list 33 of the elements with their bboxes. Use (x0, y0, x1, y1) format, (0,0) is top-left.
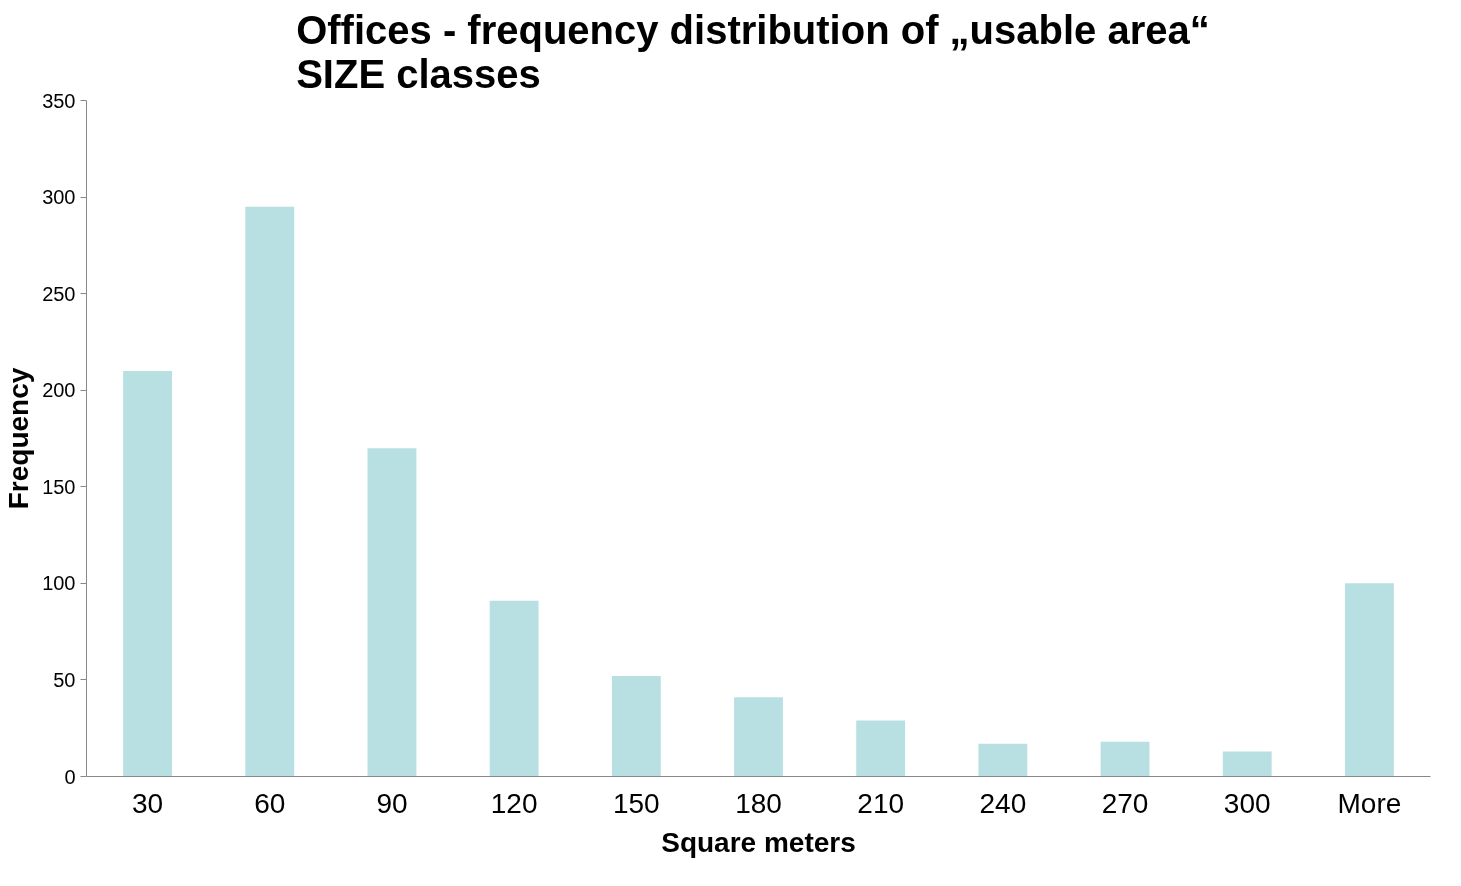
bar (611, 676, 661, 777)
x-tick-label: 90 (376, 787, 408, 819)
x-tick-label: 180 (735, 787, 782, 819)
bar (123, 370, 173, 777)
x-tick-label: More (1337, 787, 1402, 819)
bar (489, 600, 539, 777)
chart-title: Offices - frequency distribution of „usable area“ SIZE classes (296, 7, 1210, 96)
y-tick-label: 100 (42, 572, 76, 595)
y-tick-label: 50 (53, 668, 76, 691)
x-tick-label: 60 (254, 787, 286, 819)
bar (978, 743, 1028, 777)
y-tick-label: 200 (42, 379, 76, 402)
bar (367, 448, 417, 777)
x-tick-label: 210 (857, 787, 905, 819)
bar (856, 720, 906, 777)
bar (1344, 583, 1394, 777)
y-tick-label: 0 (64, 765, 76, 788)
bar (734, 697, 783, 777)
y-tick-label: 250 (42, 282, 76, 305)
bar (245, 206, 295, 777)
x-tick-label: 120 (490, 787, 538, 819)
x-tick-label: 270 (1101, 787, 1149, 819)
x-tick-label: 240 (979, 787, 1027, 819)
x-tick-label: 150 (612, 787, 660, 819)
bar (1100, 741, 1150, 777)
bar (1222, 751, 1272, 777)
x-tick-label: 300 (1223, 787, 1271, 819)
y-axis-title: Frequency (3, 367, 35, 510)
x-axis-title: Square meters (661, 826, 856, 858)
y-tick-label: 300 (42, 186, 76, 209)
x-tick-label: 30 (132, 787, 164, 819)
y-tick-label: 350 (42, 89, 76, 112)
y-tick-label: 150 (42, 475, 76, 498)
